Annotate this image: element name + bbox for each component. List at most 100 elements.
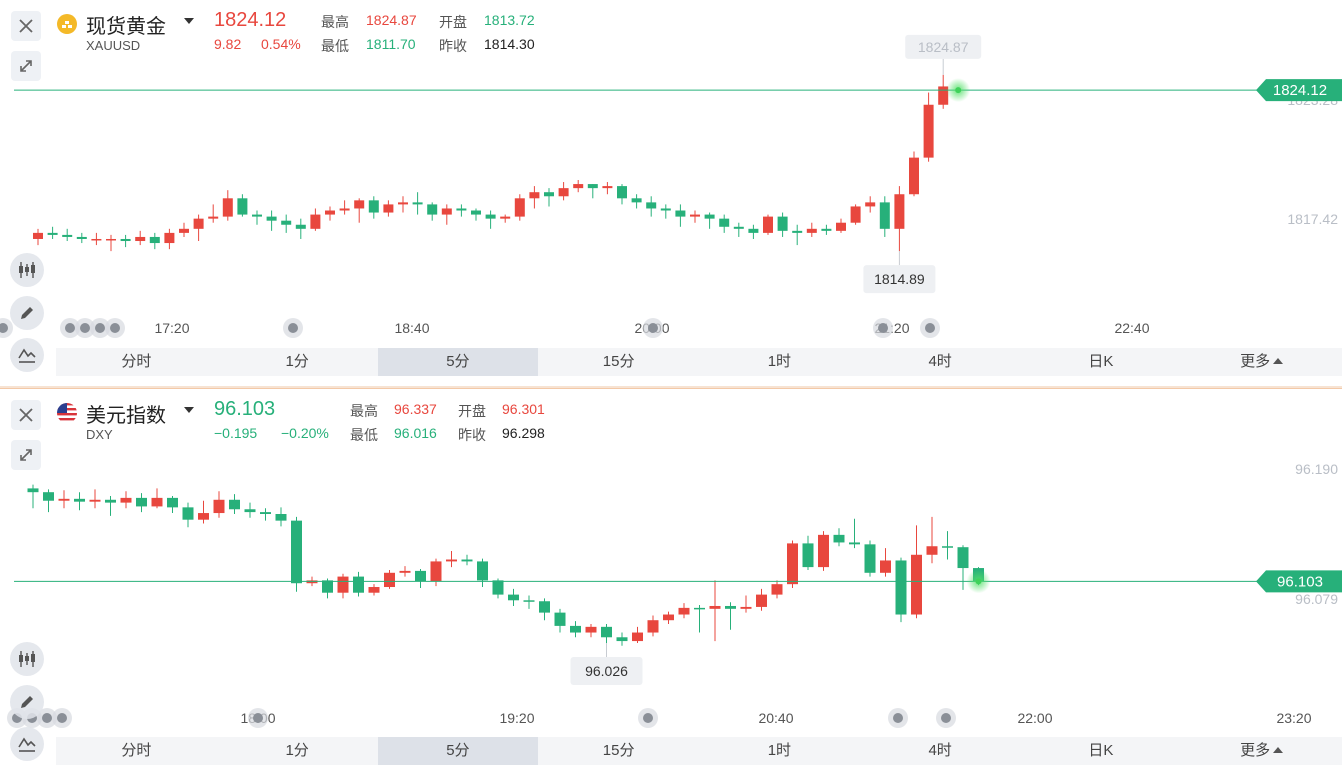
open-label: 开盘 xyxy=(439,14,467,30)
time-axis-tick: 23:20 xyxy=(1276,710,1311,726)
tab-more[interactable]: 更多 xyxy=(1181,737,1342,765)
event-marker[interactable] xyxy=(60,318,80,338)
svg-text:96.103: 96.103 xyxy=(1277,573,1323,590)
expand-panel-button[interactable] xyxy=(11,51,41,81)
last-price: 1824.12 xyxy=(214,9,287,31)
candle xyxy=(508,588,519,606)
tab-daily[interactable]: 日K xyxy=(1088,353,1114,370)
event-marker[interactable] xyxy=(888,708,908,728)
chart-type-button[interactable] xyxy=(10,642,44,676)
tab-more[interactable]: 更多 xyxy=(1181,348,1342,376)
event-marker[interactable] xyxy=(52,708,72,728)
candle xyxy=(938,74,949,109)
drawing-tool-button[interactable] xyxy=(10,296,44,330)
tab-daily[interactable]: 日K xyxy=(1088,742,1114,759)
candle xyxy=(554,608,566,633)
instrument-dropdown-icon[interactable] xyxy=(184,407,194,413)
event-marker[interactable] xyxy=(90,318,110,338)
candle xyxy=(587,184,598,199)
candle xyxy=(136,493,147,513)
gold-timeframe-tabs: 分时 1分 5分 15分 1时 4时 日K 更多 xyxy=(56,348,1342,376)
event-marker[interactable] xyxy=(0,318,13,338)
instrument-dropdown-icon[interactable] xyxy=(184,18,194,24)
indicator-button[interactable] xyxy=(10,727,44,761)
event-marker[interactable] xyxy=(248,708,268,728)
tab-4hour[interactable]: 4时 xyxy=(928,742,952,759)
candle xyxy=(222,190,233,221)
candle xyxy=(149,232,160,250)
event-marker[interactable] xyxy=(643,318,663,338)
candle xyxy=(167,495,178,514)
event-marker[interactable] xyxy=(37,708,57,728)
instrument-name[interactable]: 现货黄金 xyxy=(86,16,166,38)
high-label: 最高 xyxy=(350,403,378,419)
candle xyxy=(291,516,302,592)
candle xyxy=(647,615,659,637)
instrument-name[interactable]: 美元指数 xyxy=(86,405,166,427)
price-change-pct: −0.20% xyxy=(281,425,329,441)
candle xyxy=(923,92,934,162)
tab-1min[interactable]: 1分 xyxy=(285,742,309,759)
event-marker[interactable] xyxy=(873,318,893,338)
svg-text:1824.12: 1824.12 xyxy=(1273,82,1327,99)
pencil-icon xyxy=(21,307,33,319)
last-price: 96.103 xyxy=(214,398,276,420)
candle xyxy=(182,502,194,528)
chart-type-button[interactable] xyxy=(10,253,44,287)
candle xyxy=(179,222,189,237)
candle xyxy=(229,494,240,514)
candle xyxy=(733,222,744,237)
close-panel-button[interactable] xyxy=(11,11,41,41)
indicator-button[interactable] xyxy=(10,338,44,372)
candle xyxy=(777,212,788,237)
candle xyxy=(337,573,349,599)
candle xyxy=(529,186,540,209)
event-marker[interactable] xyxy=(283,318,303,338)
tab-timeshare[interactable]: 分时 xyxy=(121,742,152,759)
time-axis-tick: 19:20 xyxy=(499,710,534,726)
candle xyxy=(631,194,642,209)
tab-15min[interactable]: 15分 xyxy=(602,353,635,370)
event-marker[interactable] xyxy=(638,708,658,728)
close-panel-button[interactable] xyxy=(11,400,41,430)
tab-1min[interactable]: 1分 xyxy=(285,353,309,370)
gold-coin-icon xyxy=(57,14,77,34)
candle xyxy=(678,603,690,619)
candle xyxy=(260,508,271,521)
pencil-icon xyxy=(21,696,33,708)
event-marker[interactable] xyxy=(75,318,95,338)
price-axis-tick: 96.079 xyxy=(1295,591,1338,607)
candle xyxy=(427,202,438,221)
candle xyxy=(398,196,408,213)
tab-5min[interactable]: 5分 xyxy=(377,348,539,376)
candle xyxy=(909,151,919,197)
tab-4hour[interactable]: 4时 xyxy=(928,353,952,370)
candle xyxy=(821,224,832,235)
candle xyxy=(151,488,163,509)
candle xyxy=(725,602,736,630)
expand-panel-button[interactable] xyxy=(11,440,41,470)
event-marker[interactable] xyxy=(936,708,956,728)
candle xyxy=(383,200,394,217)
current-price-tag: 1824.12 xyxy=(1256,79,1342,102)
drawing-tool-button[interactable] xyxy=(10,685,44,719)
gold-candlestick-chart[interactable]: 1823.281817.421824.1217:2018:4020:0021:2… xyxy=(0,0,1342,346)
tab-15min[interactable]: 15分 xyxy=(602,742,635,759)
candle xyxy=(353,571,364,597)
tab-timeshare[interactable]: 分时 xyxy=(121,353,152,370)
candle xyxy=(47,226,58,239)
price-axis-tick: 1817.42 xyxy=(1287,211,1338,227)
tab-1hour[interactable]: 1时 xyxy=(767,742,792,759)
candle xyxy=(252,210,262,225)
candle xyxy=(763,214,773,235)
dxy-candlestick-chart[interactable]: 96.19096.07996.10318:0019:2020:4022:0023… xyxy=(0,389,1342,735)
prev-close-label: 昨收 xyxy=(458,427,486,443)
tab-1hour[interactable]: 1时 xyxy=(767,353,792,370)
event-marker[interactable] xyxy=(105,318,125,338)
event-marker[interactable] xyxy=(920,318,940,338)
candle xyxy=(836,218,846,233)
price-change: −0.195 xyxy=(214,425,258,441)
tab-5min[interactable]: 5分 xyxy=(377,737,539,765)
candle xyxy=(879,196,890,237)
low-label: 最低 xyxy=(350,427,378,443)
